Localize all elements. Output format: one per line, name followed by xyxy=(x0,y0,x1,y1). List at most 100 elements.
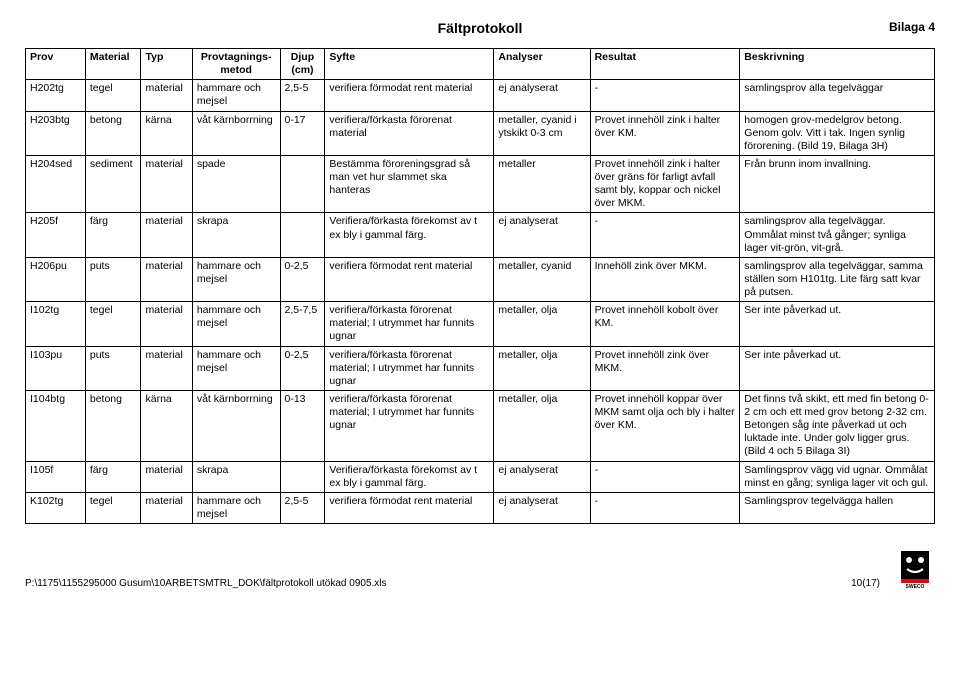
cell-analyser: ej analyserat xyxy=(494,213,590,257)
cell-syfte: verifiera förmodat rent material xyxy=(325,80,494,111)
cell-resultat: Provet innehöll kobolt över KM. xyxy=(590,302,740,346)
cell-djup: 0-2,5 xyxy=(280,346,325,390)
cell-material: betong xyxy=(85,111,141,155)
cell-metod: hammare och mejsel xyxy=(192,257,280,301)
col-resultat: Resultat xyxy=(590,49,740,80)
cell-prov: I105f xyxy=(26,461,86,492)
cell-djup: 2,5-5 xyxy=(280,492,325,523)
cell-resultat: - xyxy=(590,492,740,523)
cell-metod: våt kärnborrning xyxy=(192,111,280,155)
cell-prov: H203btg xyxy=(26,111,86,155)
cell-typ: material xyxy=(141,155,192,213)
cell-metod: skrapa xyxy=(192,213,280,257)
cell-beskrivning: Ser inte påverkad ut. xyxy=(740,346,935,390)
cell-resultat: - xyxy=(590,80,740,111)
cell-syfte: verifiera förmodat rent material xyxy=(325,492,494,523)
protocol-table: Prov Material Typ Provtagnings-metod Dju… xyxy=(25,48,935,524)
col-prov: Prov xyxy=(26,49,86,80)
cell-typ: kärna xyxy=(141,111,192,155)
cell-analyser: metaller, cyanid xyxy=(494,257,590,301)
table-row: I102tgtegelmaterialhammare och mejsel2,5… xyxy=(26,302,935,346)
cell-prov: K102tg xyxy=(26,492,86,523)
cell-syfte: verifiera/förkasta förorenat material; I… xyxy=(325,390,494,461)
col-beskrivning: Beskrivning xyxy=(740,49,935,80)
cell-material: sediment xyxy=(85,155,141,213)
col-material: Material xyxy=(85,49,141,80)
cell-analyser: ej analyserat xyxy=(494,461,590,492)
table-row: I103puputsmaterialhammare och mejsel0-2,… xyxy=(26,346,935,390)
cell-beskrivning: Samlingsprov vägg vid ugnar. Ommålat min… xyxy=(740,461,935,492)
table-row: H206puputsmaterialhammare och mejsel0-2,… xyxy=(26,257,935,301)
cell-prov: H202tg xyxy=(26,80,86,111)
cell-typ: kärna xyxy=(141,390,192,461)
cell-material: tegel xyxy=(85,492,141,523)
footer-path: P:\1175\1155295000 Gusum\10ARBETSMTRL_DO… xyxy=(25,578,387,589)
cell-djup: 2,5-7,5 xyxy=(280,302,325,346)
cell-metod: hammare och mejsel xyxy=(192,80,280,111)
col-analyser: Analyser xyxy=(494,49,590,80)
cell-beskrivning: samlingsprov alla tegelväggar xyxy=(740,80,935,111)
cell-analyser: ej analyserat xyxy=(494,80,590,111)
table-row: H205ffärgmaterialskrapaVerifiera/förkast… xyxy=(26,213,935,257)
cell-prov: I102tg xyxy=(26,302,86,346)
cell-beskrivning: homogen grov-medelgrov betong. Genom gol… xyxy=(740,111,935,155)
cell-analyser: metaller xyxy=(494,155,590,213)
cell-syfte: Bestämma föroreningsgrad så man vet hur … xyxy=(325,155,494,213)
cell-analyser: metaller, olja xyxy=(494,390,590,461)
cell-beskrivning: samlingsprov alla tegelväggar, samma stä… xyxy=(740,257,935,301)
cell-djup xyxy=(280,155,325,213)
cell-resultat: Provet innehöll zink i halter över KM. xyxy=(590,111,740,155)
col-djup: Djup (cm) xyxy=(280,49,325,80)
cell-beskrivning: samlingsprov alla tegelväggar. Ommålat m… xyxy=(740,213,935,257)
table-row: I104btgbetongkärnavåt kärnborrning0-13ve… xyxy=(26,390,935,461)
table-row: I105ffärgmaterialskrapaVerifiera/förkast… xyxy=(26,461,935,492)
cell-syfte: verifiera/förkasta förorenat material; I… xyxy=(325,302,494,346)
cell-metod: våt kärnborrning xyxy=(192,390,280,461)
footer-page: 10(17) xyxy=(851,578,880,589)
cell-material: färg xyxy=(85,213,141,257)
cell-resultat: - xyxy=(590,213,740,257)
cell-metod: spade xyxy=(192,155,280,213)
col-metod: Provtagnings-metod xyxy=(192,49,280,80)
col-typ: Typ xyxy=(141,49,192,80)
cell-material: tegel xyxy=(85,302,141,346)
table-row: H202tgtegelmaterialhammare och mejsel2,5… xyxy=(26,80,935,111)
cell-syfte: verifiera förmodat rent material xyxy=(325,257,494,301)
cell-analyser: metaller, cyanid i ytskikt 0-3 cm xyxy=(494,111,590,155)
cell-djup: 0-13 xyxy=(280,390,325,461)
cell-syfte: Verifiera/förkasta förekomst av t ex bly… xyxy=(325,461,494,492)
table-row: H204sedsedimentmaterialspadeBestämma för… xyxy=(26,155,935,213)
cell-metod: skrapa xyxy=(192,461,280,492)
cell-beskrivning: Det finns två skikt, ett med fin betong … xyxy=(740,390,935,461)
cell-metod: hammare och mejsel xyxy=(192,346,280,390)
cell-resultat: Provet innehöll zink i halter över gräns… xyxy=(590,155,740,213)
page-title: Fältprotokoll xyxy=(438,20,523,36)
cell-metod: hammare och mejsel xyxy=(192,302,280,346)
cell-typ: material xyxy=(141,80,192,111)
cell-beskrivning: Samlingsprov tegelvägga hallen xyxy=(740,492,935,523)
table-row: K102tgtegelmaterialhammare och mejsel2,5… xyxy=(26,492,935,523)
cell-resultat: Innehöll zink över MKM. xyxy=(590,257,740,301)
cell-prov: H205f xyxy=(26,213,86,257)
cell-djup xyxy=(280,213,325,257)
cell-typ: material xyxy=(141,461,192,492)
cell-metod: hammare och mejsel xyxy=(192,492,280,523)
cell-syfte: verifiera/förkasta förorenat material xyxy=(325,111,494,155)
sweco-logo-icon: SWECO xyxy=(895,549,935,589)
cell-material: betong xyxy=(85,390,141,461)
cell-prov: I103pu xyxy=(26,346,86,390)
cell-prov: I104btg xyxy=(26,390,86,461)
table-row: H203btgbetongkärnavåt kärnborrning0-17ve… xyxy=(26,111,935,155)
table-header: Prov Material Typ Provtagnings-metod Dju… xyxy=(26,49,935,80)
cell-prov: H206pu xyxy=(26,257,86,301)
table-body: H202tgtegelmaterialhammare och mejsel2,5… xyxy=(26,80,935,524)
svg-text:SWECO: SWECO xyxy=(906,584,925,589)
cell-djup xyxy=(280,461,325,492)
cell-analyser: metaller, olja xyxy=(494,346,590,390)
cell-resultat: Provet innehöll zink över MKM. xyxy=(590,346,740,390)
cell-material: puts xyxy=(85,257,141,301)
cell-analyser: ej analyserat xyxy=(494,492,590,523)
cell-material: puts xyxy=(85,346,141,390)
cell-typ: material xyxy=(141,213,192,257)
cell-djup: 0-2,5 xyxy=(280,257,325,301)
